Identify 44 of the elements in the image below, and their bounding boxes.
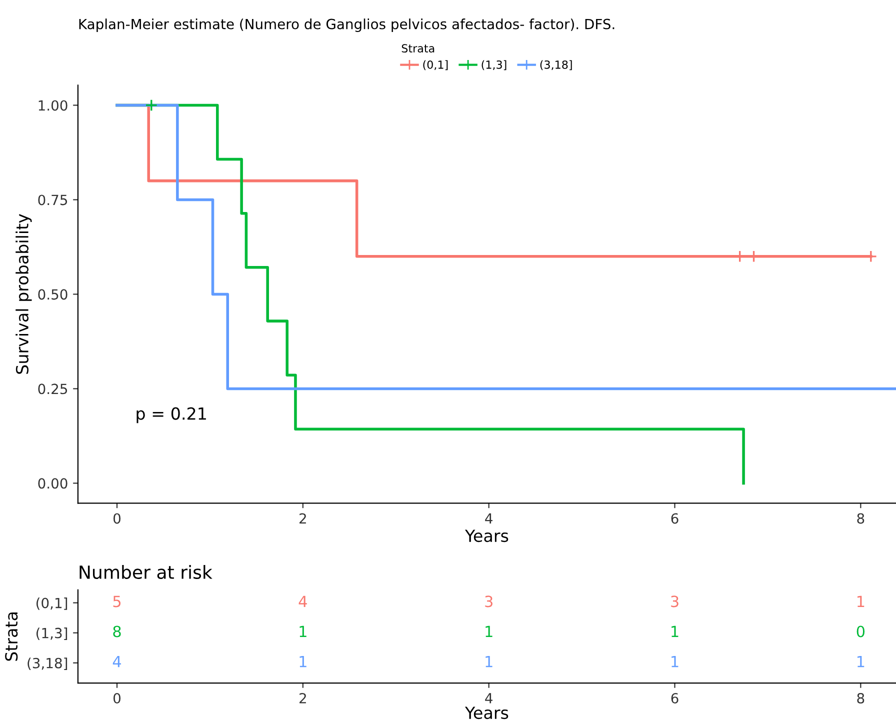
x-axis-title: Years <box>464 530 508 542</box>
y-tick-label: 1.00 <box>38 100 68 111</box>
data-label: 3 <box>671 596 678 608</box>
x-tick-label: 0 <box>113 513 120 524</box>
legend-label: (0,1] <box>423 60 448 70</box>
x-tick-label: 6 <box>671 513 678 524</box>
y-axis-title: Strata <box>5 612 18 661</box>
y-tick-label: 0.25 <box>38 384 68 394</box>
data-label: 1 <box>672 626 678 638</box>
y-tick-label: (0,1] <box>36 598 68 610</box>
legend-label: (1,3] <box>482 60 506 70</box>
data-label: 1 <box>672 656 678 668</box>
data-label: 1 <box>857 596 864 608</box>
x-tick-label: 8 <box>857 513 864 524</box>
x-axis-title: Years <box>464 706 508 720</box>
x-tick-label: 8 <box>857 692 864 704</box>
data-label: 5 <box>113 596 121 608</box>
y-tick-label: 0.00 <box>38 478 68 489</box>
data-label: 4 <box>298 596 307 608</box>
data-label: 4 <box>112 656 121 668</box>
x-tick-label: 2 <box>300 692 306 704</box>
y-tick-label: (1,3] <box>36 628 68 640</box>
data-label: 1 <box>300 656 306 668</box>
x-tick-label: 6 <box>671 692 678 704</box>
data-label: 3 <box>485 596 492 608</box>
y-axis-title: Survival probability <box>16 214 32 374</box>
data-label: 0 <box>856 626 865 638</box>
y-tick-label: 0.50 <box>38 289 68 300</box>
legend-label: (3,18] <box>540 60 572 70</box>
y-tick-label: 0.75 <box>38 194 68 206</box>
x-tick-label: 4 <box>485 513 492 524</box>
chart-title: Kaplan-Meier estimate (Numero de Ganglios pelvicos afectados- factor). DFS. <box>79 18 614 32</box>
data-label: 8 <box>113 626 121 638</box>
x-tick-label: 4 <box>485 693 492 704</box>
x-tick-label: 2 <box>300 513 306 524</box>
legend-title: Strata <box>402 44 434 53</box>
y-tick-label: (3,18] <box>28 658 68 670</box>
data-label: 1 <box>486 626 492 638</box>
data-label: 1 <box>300 626 306 638</box>
chart-title: Number at risk <box>80 565 212 580</box>
data-label: 1 <box>857 656 864 668</box>
data-label: 1 <box>486 656 492 668</box>
annotation: p = 0.21 <box>136 407 206 424</box>
x-tick-label: 0 <box>113 692 120 704</box>
